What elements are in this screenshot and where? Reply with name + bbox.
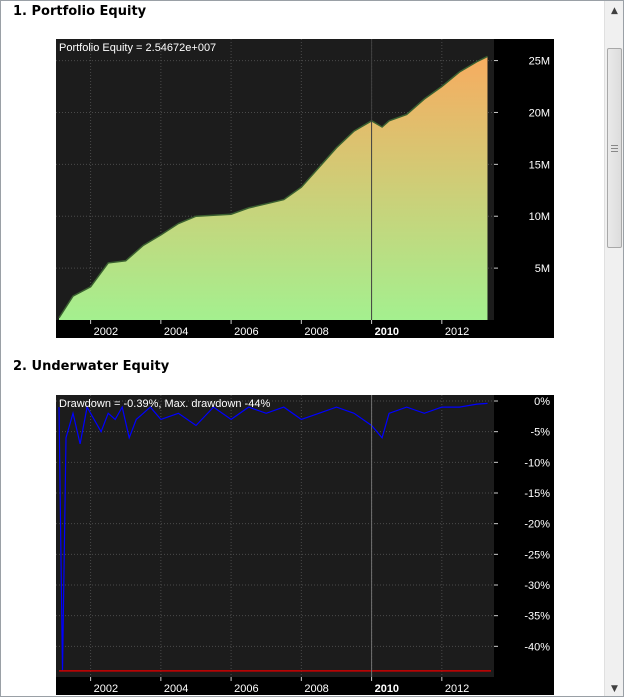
x-tick-label: 2012 — [445, 326, 469, 338]
y-tick-label: -40% — [524, 641, 550, 653]
y-tick-label: -5% — [530, 427, 550, 439]
scroll-down-arrow-icon[interactable]: ▼ — [611, 683, 618, 694]
x-tick-label: 2006 — [234, 326, 258, 338]
y-tick-label: -15% — [524, 488, 550, 500]
y-tick-label: -10% — [524, 457, 550, 469]
x-tick-label: 2004 — [164, 683, 188, 695]
y-tick-label: 25M — [529, 56, 550, 68]
underwater-equity-chart: 2002 2004 2006 2008 2010 2012 0% -5% -10% -15% -20… — [56, 395, 554, 695]
chart-title: Drawdown = -0.39%, Max. drawdown -44% — [59, 398, 270, 410]
x-tick-label: 2008 — [304, 683, 328, 695]
y-tick-label: 5M — [535, 263, 550, 275]
y-tick-label: -35% — [524, 611, 550, 623]
chart-title: Portfolio Equity = 2.54672e+007 — [59, 42, 216, 54]
equity-area — [59, 56, 488, 321]
y-tick-label: 10M — [529, 211, 550, 223]
grip-icon — [611, 145, 618, 152]
x-tick-label: 2006 — [234, 683, 258, 695]
y-tick-label: 0% — [534, 396, 550, 408]
x-tick-label: 2012 — [445, 683, 469, 695]
scroll-thumb[interactable] — [607, 48, 622, 248]
vertical-scrollbar[interactable]: ▲ ▼ — [604, 1, 623, 696]
x-tick-label: 2002 — [94, 326, 118, 338]
x-tick-label: 2010 — [375, 326, 399, 338]
section-title-underwater-equity: 2. Underwater Equity — [13, 359, 170, 374]
y-tick-label: 20M — [529, 107, 550, 119]
charts-canvas: 2002 2004 2006 2008 2010 2012 5M 10M 15M 20M 25M Po… — [56, 39, 554, 695]
x-tick-label: 2002 — [94, 683, 118, 695]
plot-area — [56, 395, 494, 677]
y-tick-label: -25% — [524, 549, 550, 561]
y-tick-label: -30% — [524, 580, 550, 592]
y-tick-label: 15M — [529, 159, 550, 171]
portfolio-equity-chart: 2002 2004 2006 2008 2010 2012 5M 10M 15M 20M 25M Po… — [56, 39, 554, 338]
section-title-portfolio-equity: 1. Portfolio Equity — [13, 4, 147, 19]
x-tick-label: 2010 — [375, 683, 399, 695]
x-tick-label: 2008 — [304, 326, 328, 338]
x-tick-label: 2004 — [164, 326, 188, 338]
scroll-up-arrow-icon[interactable]: ▲ — [611, 5, 618, 16]
y-tick-label: -20% — [524, 519, 550, 531]
